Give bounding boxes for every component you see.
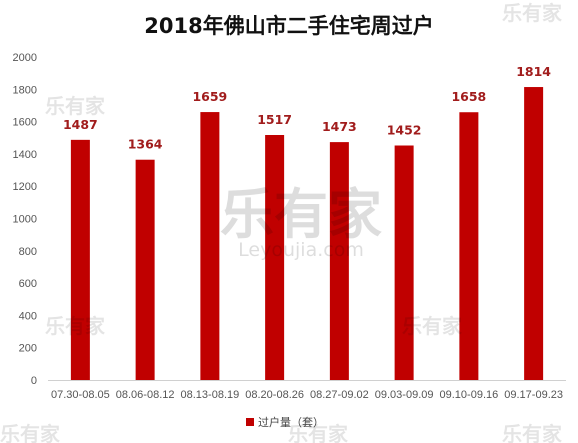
x-tick-label: 08.20-08.26 xyxy=(245,389,304,401)
x-tick-label: 08.27-09.02 xyxy=(310,389,369,401)
watermark-top-right: 乐有家 xyxy=(502,1,563,25)
watermark-sub-text: Leyoujia.com xyxy=(238,239,364,261)
watermark-logo-text: 乐有家 xyxy=(502,1,563,25)
watermark-layer: 乐有家 Leyoujia.com 乐有家 乐有家 乐有家 乐有家 乐有家 乐有家 xyxy=(0,1,563,443)
bars-layer xyxy=(70,87,544,380)
watermark-logo-text: 乐有家 xyxy=(220,183,382,246)
x-tick-labels-layer: 07.30-08.05 08.06-08.12 08.13-08.19 08.20-0… xyxy=(51,389,563,401)
x-tick-label: 09.10-09.16 xyxy=(440,389,499,401)
watermark-bottom-mid: 乐有家 xyxy=(288,422,349,443)
bar xyxy=(459,112,479,380)
data-label: 1364 xyxy=(128,137,163,152)
y-tick-label: 1600 xyxy=(13,117,37,129)
y-tick-label: 400 xyxy=(19,310,37,322)
y-tick-label: 2000 xyxy=(13,52,37,64)
bar xyxy=(329,142,349,380)
y-tick-label: 1800 xyxy=(13,84,37,96)
chart-title: 2018年佛山市二手住宅周过户 xyxy=(144,14,433,38)
watermark-bottom-left: 乐有家 xyxy=(0,422,61,443)
y-tick-label: 800 xyxy=(19,246,37,258)
y-tick-label: 600 xyxy=(19,278,37,290)
x-tick-label: 07.30-08.05 xyxy=(51,389,110,401)
data-labels-layer: 1487 1364 1659 1517 1473 1452 1658 1814 xyxy=(63,64,551,152)
watermark-mid-left: 乐有家 xyxy=(45,94,106,118)
x-tick-label: 08.13-08.19 xyxy=(181,389,240,401)
y-tick-label: 1200 xyxy=(13,181,37,193)
bar xyxy=(394,145,414,380)
watermark-logo-text: 乐有家 xyxy=(402,314,463,338)
y-tick-label: 1000 xyxy=(13,214,37,226)
watermark-low-left: 乐有家 xyxy=(45,314,106,338)
axis-layer: 0 200 400 600 800 1000 1200 1400 1600 1800 2000 xyxy=(13,52,566,387)
x-tick-label: 09.03-09.09 xyxy=(375,389,434,401)
data-label: 1517 xyxy=(257,112,292,127)
x-tick-label: 09.17-09.23 xyxy=(504,389,563,401)
watermark-bottom-right: 乐有家 xyxy=(502,422,563,443)
watermark-logo-text: 乐有家 xyxy=(0,422,61,443)
y-tick-label: 0 xyxy=(31,375,37,387)
watermark-center: 乐有家 Leyoujia.com xyxy=(220,183,382,261)
data-label: 1452 xyxy=(387,123,422,138)
bar xyxy=(70,139,90,380)
data-label: 1473 xyxy=(322,119,357,134)
data-label: 1659 xyxy=(192,89,227,104)
bar xyxy=(265,135,285,380)
x-tick-label: 08.06-08.12 xyxy=(116,389,175,401)
legend-label: 过户量（套） xyxy=(258,415,324,429)
bar xyxy=(135,159,155,380)
data-label: 1487 xyxy=(63,117,98,132)
data-label: 1814 xyxy=(516,64,551,79)
legend: 过户量（套） xyxy=(246,415,324,429)
watermark-logo-text: 乐有家 xyxy=(288,422,349,443)
legend-swatch xyxy=(246,418,254,426)
watermark-logo-text: 乐有家 xyxy=(502,422,563,443)
watermark-low-right: 乐有家 xyxy=(402,314,463,338)
bar xyxy=(200,112,220,380)
y-tick-label: 200 xyxy=(19,343,37,355)
y-tick-label: 1400 xyxy=(13,149,37,161)
watermark-logo-text: 乐有家 xyxy=(45,314,106,338)
bar xyxy=(524,87,544,380)
data-label: 1658 xyxy=(451,89,486,104)
watermark-logo-text: 乐有家 xyxy=(45,94,106,118)
